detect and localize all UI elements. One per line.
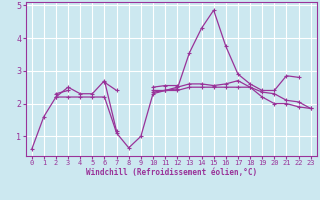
X-axis label: Windchill (Refroidissement éolien,°C): Windchill (Refroidissement éolien,°C) [86, 168, 257, 177]
